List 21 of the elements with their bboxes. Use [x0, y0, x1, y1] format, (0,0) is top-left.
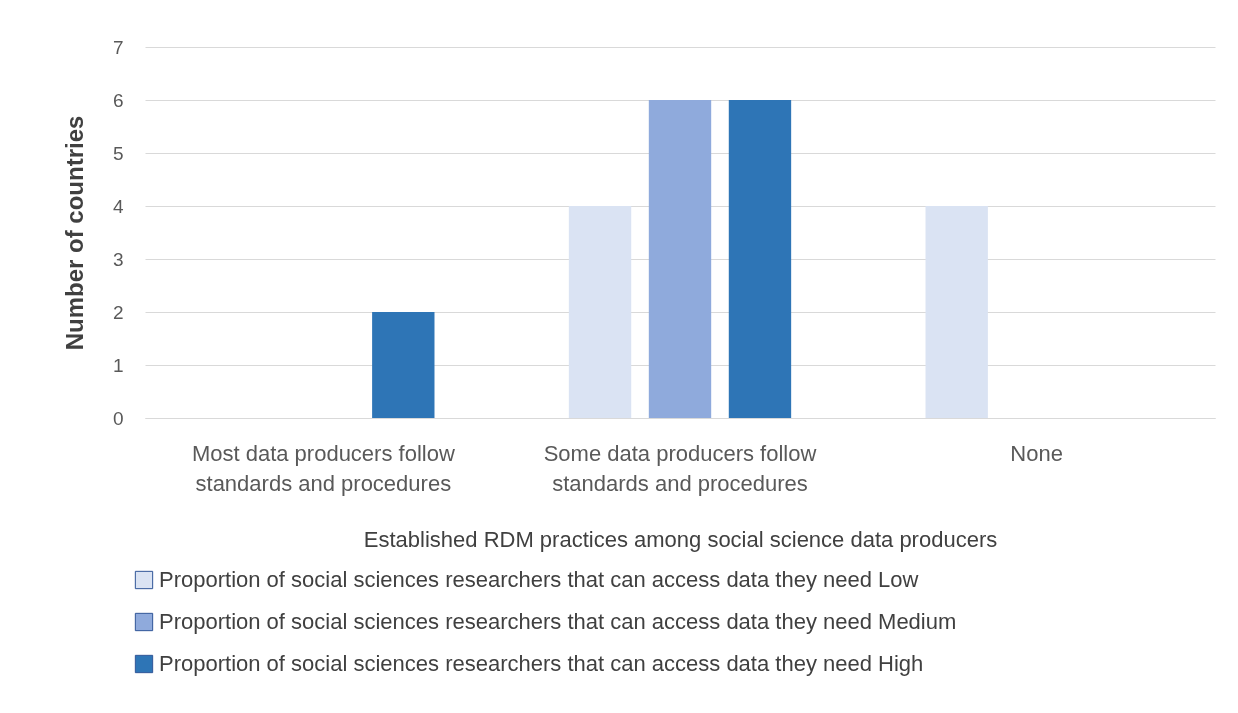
bar — [372, 312, 435, 418]
y-tick-label: 2 — [112, 301, 124, 323]
x-tick-label: Some data producers follow standards and procedures — [543, 440, 817, 496]
bar — [648, 100, 712, 418]
y-tick-label: 6 — [112, 89, 124, 111]
x-tick-label: None — [1010, 440, 1063, 466]
bar — [925, 206, 988, 418]
legend-label: Proportion of social sciences researchers that can access data they need Medium — [159, 609, 957, 634]
x-tick-label: Most data producers follow standards and procedures — [191, 440, 455, 496]
y-tick-label: 3 — [112, 248, 124, 270]
bar — [728, 100, 792, 418]
y-tick-label: 7 — [112, 36, 124, 58]
legend-label: Proportion of social sciences researchers that can access data they need High — [159, 651, 924, 676]
x-axis-title: Established RDM practices among social science data producers — [363, 526, 998, 552]
y-tick-label: 4 — [112, 195, 124, 217]
y-axis-title: Number of countries — [60, 115, 88, 351]
legend-label: Proportion of social sciences researchers that can access data they need Low — [159, 567, 919, 592]
y-tick-label: 5 — [112, 142, 124, 164]
bar — [568, 206, 632, 418]
y-tick-label: 0 — [112, 407, 124, 429]
y-tick-label: 1 — [112, 354, 124, 376]
